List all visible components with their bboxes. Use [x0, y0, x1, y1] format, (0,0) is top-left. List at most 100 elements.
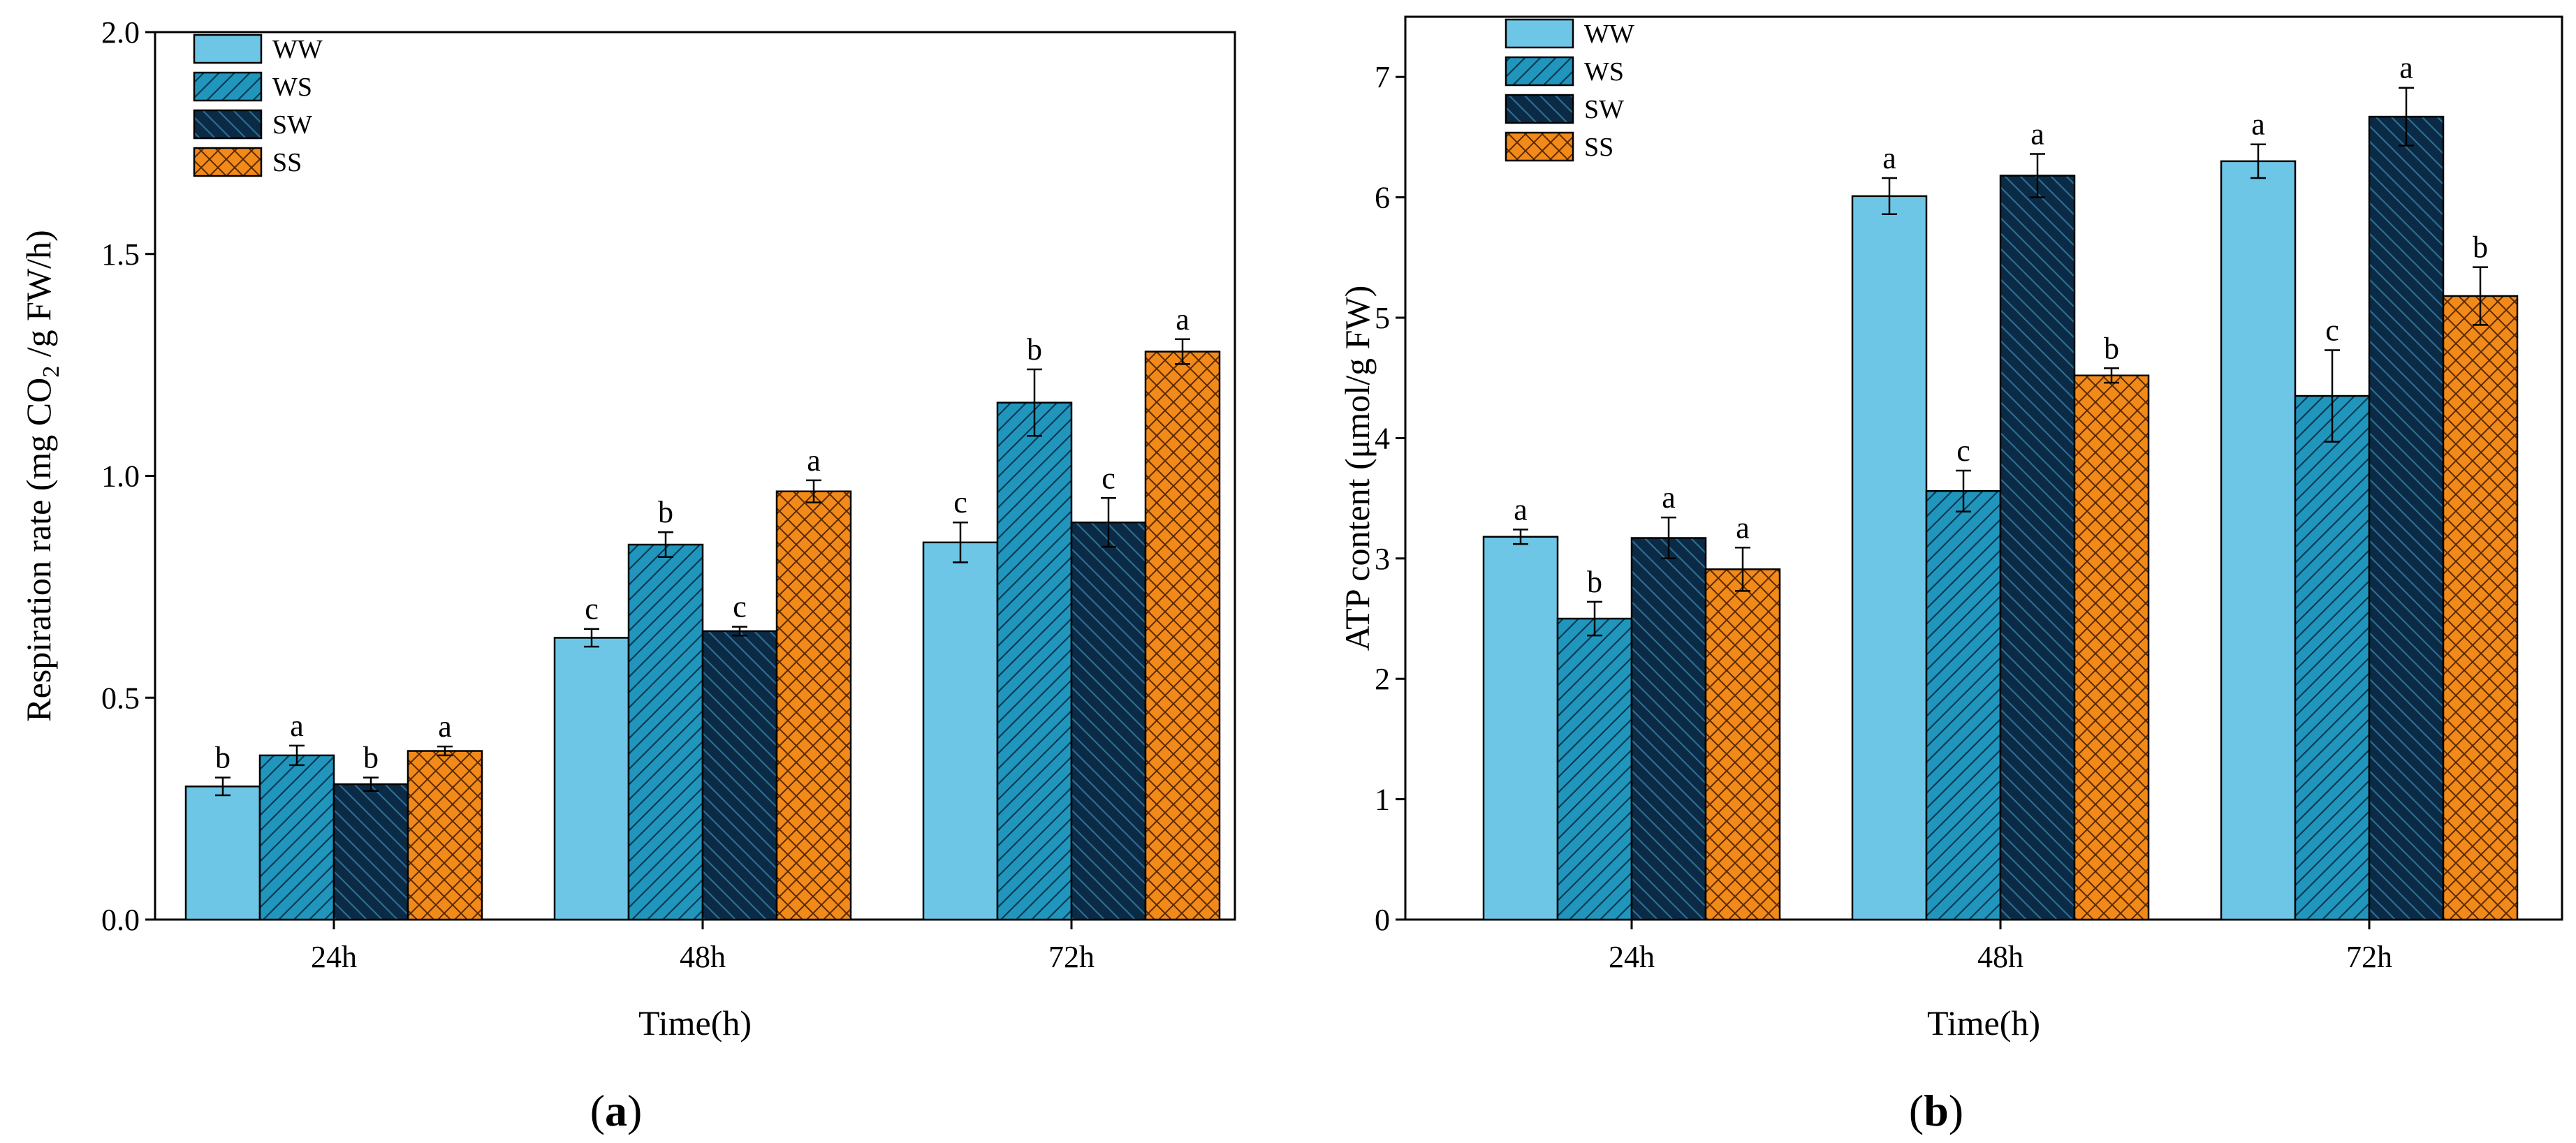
bar-ss-72h — [2442, 295, 2519, 921]
y-tick-label: 0 — [1375, 903, 1390, 937]
significance-letter: a — [438, 709, 452, 744]
y-tick-label: 7 — [1375, 60, 1390, 94]
y-axis-b: 0 1 2 3 4 5 6 7 — [1375, 60, 1405, 937]
bar-sw-24h — [1630, 537, 1707, 921]
legend-label-sw: SW — [1584, 95, 1624, 124]
legend-swatch-ss — [1505, 131, 1574, 162]
bars-b — [1482, 115, 2519, 921]
bar-ss-24h — [407, 750, 483, 921]
error-bar — [658, 531, 673, 559]
error-bar — [732, 626, 747, 637]
bar-ws-24h — [258, 754, 335, 921]
bar-ws-72h — [2294, 394, 2371, 921]
y-tick-label: 0.0 — [101, 903, 140, 937]
error-bar — [953, 521, 968, 563]
x-tick-label: 48h — [1977, 940, 2024, 974]
y-tick-label: 3 — [1375, 542, 1390, 576]
error-bar — [1882, 177, 1897, 215]
chart-panel-b: 0 1 2 3 4 5 6 7 a a a b c c a a a a b b 24h 48h 72h WW WS SW SS… — [1338, 15, 2563, 1135]
significance-letter: a — [2399, 51, 2413, 85]
significance-letter: b — [1027, 332, 1042, 367]
error-bar — [2104, 367, 2119, 384]
error-bars-a — [215, 338, 1190, 797]
error-bar — [1513, 529, 1528, 545]
x-tick-label: 48h — [680, 940, 726, 974]
bar-ss-48h — [775, 490, 852, 921]
legend-label-ww: WW — [1584, 20, 1634, 49]
significance-letter: a — [807, 443, 821, 478]
error-bar — [215, 776, 230, 797]
x-axis-a: 24h 48h 72h — [311, 920, 1095, 974]
bar-sw-48h — [1999, 175, 2076, 921]
significance-letter: b — [2473, 230, 2488, 265]
significance-letter: b — [2104, 331, 2119, 365]
x-tick-label: 72h — [1048, 940, 1095, 974]
significance-letter: c — [1102, 461, 1115, 495]
bar-ww-48h — [553, 637, 630, 921]
bar-sw-48h — [701, 630, 778, 921]
error-bar — [1587, 600, 1602, 637]
legend-swatch-ws — [1505, 56, 1574, 87]
error-bar — [2399, 87, 2414, 147]
y-tick-label: 2 — [1375, 662, 1390, 696]
legend-label-ws: WS — [272, 73, 312, 102]
significance-letter: b — [1587, 565, 1602, 599]
significance-letter: a — [1514, 492, 1528, 526]
significance-letter: a — [1882, 141, 1896, 175]
error-bar — [584, 628, 599, 648]
y-tick-label: 1.0 — [101, 459, 140, 494]
error-bar — [2473, 266, 2488, 326]
legend-a: WW WS SW SS — [193, 34, 323, 177]
bar-ss-72h — [1144, 351, 1221, 921]
y-axis-title-b: ATP content (μmol/g FW) — [1338, 286, 1377, 651]
bar-ww-72h — [2220, 160, 2297, 921]
x-tick-label: 72h — [2346, 940, 2392, 974]
bar-sw-72h — [2368, 115, 2445, 921]
significance-letter: b — [363, 741, 379, 775]
y-tick-label: 4 — [1375, 421, 1390, 455]
legend-swatch-sw — [193, 109, 263, 140]
x-tick-label: 24h — [1609, 940, 1655, 974]
significance-letters-a: b c c a b b b c c a a a — [215, 302, 1190, 775]
significance-letter: b — [215, 741, 230, 775]
legend-label-sw: SW — [272, 110, 312, 140]
legend-b: WW WS SW SS — [1505, 18, 1634, 162]
significance-letter: c — [953, 485, 967, 519]
error-bar — [437, 745, 453, 757]
y-tick-label: 1 — [1375, 783, 1390, 817]
error-bar — [1175, 338, 1190, 365]
x-axis-b: 24h 48h 72h — [1609, 920, 2392, 974]
legend-label-ss: SS — [1584, 133, 1613, 162]
bar-sw-24h — [332, 783, 409, 921]
significance-letter: a — [2030, 117, 2044, 152]
y-tick-label: 1.5 — [101, 237, 140, 272]
significance-letter: a — [1662, 480, 1676, 515]
legend-swatch-ws — [193, 71, 263, 102]
bar-ws-72h — [996, 401, 1073, 921]
significance-letter: c — [733, 590, 747, 624]
error-bar — [2251, 143, 2266, 179]
error-bar — [1956, 469, 1971, 512]
legend-swatch-ww — [193, 34, 263, 64]
bar-ww-72h — [922, 541, 999, 921]
y-axis-title-a: Respiration rate (mg CO2 /g FW/h) — [19, 230, 64, 721]
significance-letter: c — [1956, 434, 1970, 468]
error-bar — [1661, 516, 1676, 560]
bar-ww-24h — [184, 786, 261, 921]
bar-ww-48h — [1851, 195, 1928, 921]
significance-letter: a — [2251, 108, 2265, 142]
error-bar — [806, 479, 821, 503]
error-bar — [1735, 547, 1750, 592]
bar-ww-24h — [1482, 536, 1559, 921]
error-bar — [2325, 349, 2340, 443]
significance-letter: a — [1176, 302, 1190, 337]
y-tick-label: 2.0 — [101, 15, 140, 50]
x-axis-title-b: Time(h) — [1927, 1003, 2040, 1042]
bar-ss-24h — [1704, 568, 1781, 921]
error-bar — [1027, 368, 1042, 437]
x-tick-label: 24h — [311, 940, 357, 974]
legend-label-ww: WW — [272, 35, 323, 64]
significance-letter: b — [658, 495, 673, 529]
legend-swatch-ww — [1505, 18, 1574, 49]
significance-letter: c — [585, 592, 599, 626]
